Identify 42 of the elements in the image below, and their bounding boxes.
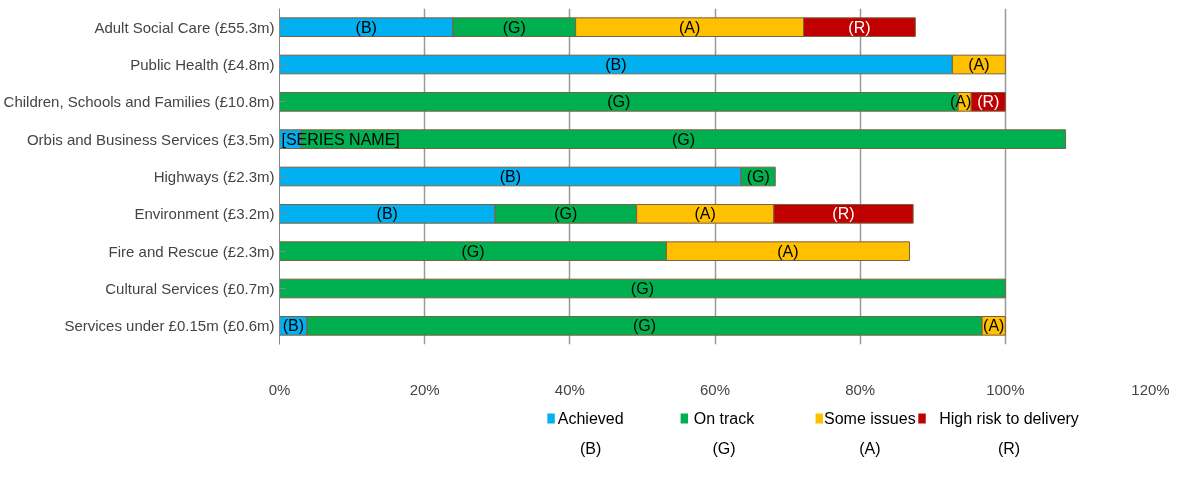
data-label: (A) — [678, 18, 701, 36]
data-label: (B) — [499, 168, 521, 185]
data-label: (B) — [376, 205, 398, 223]
data-label: (G) — [630, 280, 654, 297]
y-tick-label: Fire and Rescue (£2.3m) — [108, 242, 275, 260]
data-label: (A) — [983, 317, 1005, 335]
data-label: (A) — [777, 242, 799, 260]
x-tick-label: 100% — [986, 380, 1025, 398]
data-label: (G) — [461, 242, 485, 260]
x-tick-label: 60% — [699, 380, 731, 398]
x-tick-label: 120% — [1131, 380, 1170, 398]
data-label: (B) — [355, 18, 377, 36]
y-tick-label: Highways (£2.3m) — [153, 168, 275, 185]
x-tick-label: 0% — [268, 380, 291, 398]
data-label: (B) — [605, 56, 627, 73]
data-label: (G) — [746, 168, 770, 185]
x-tick-label: 20% — [409, 380, 440, 398]
data-label: (R) — [848, 18, 871, 36]
x-tick-label: 80% — [845, 380, 876, 398]
y-tick-label: Environment (£3.2m) — [134, 205, 275, 223]
y-tick-label: Services under £0.15m (£0.6m) — [64, 317, 275, 335]
legend-label: On track (G) — [693, 410, 756, 457]
data-label: (R) — [977, 93, 1000, 111]
x-tick-label: 40% — [554, 380, 585, 398]
data-label: (R) — [832, 205, 855, 223]
bar — [279, 278, 1006, 299]
legend-label: Achieved (B) — [557, 410, 624, 457]
data-label: (G) — [554, 205, 578, 223]
y-tick-label: Cultural Services (£0.7m) — [105, 280, 275, 297]
data-label: (A) — [968, 56, 990, 73]
data-label: (B) — [282, 317, 304, 335]
y-tick-label: Adult Social Care (£55.3m) — [94, 18, 275, 36]
legend-label: Some issues (A) — [824, 410, 916, 457]
data-label: (G) — [607, 93, 631, 111]
legend-label: High risk to delivery (R) — [939, 410, 1079, 457]
y-tick-label: Public Health (£4.8m) — [130, 56, 275, 73]
data-label: (A) — [694, 205, 716, 223]
data-label: (G) — [671, 130, 695, 148]
y-tick-label: Children, Schools and Families (£10.8m) — [3, 93, 275, 111]
data-label: (G) — [502, 18, 526, 36]
y-tick-label: Orbis and Business Services (£3.5m) — [26, 130, 275, 148]
data-label: (G) — [633, 317, 657, 335]
